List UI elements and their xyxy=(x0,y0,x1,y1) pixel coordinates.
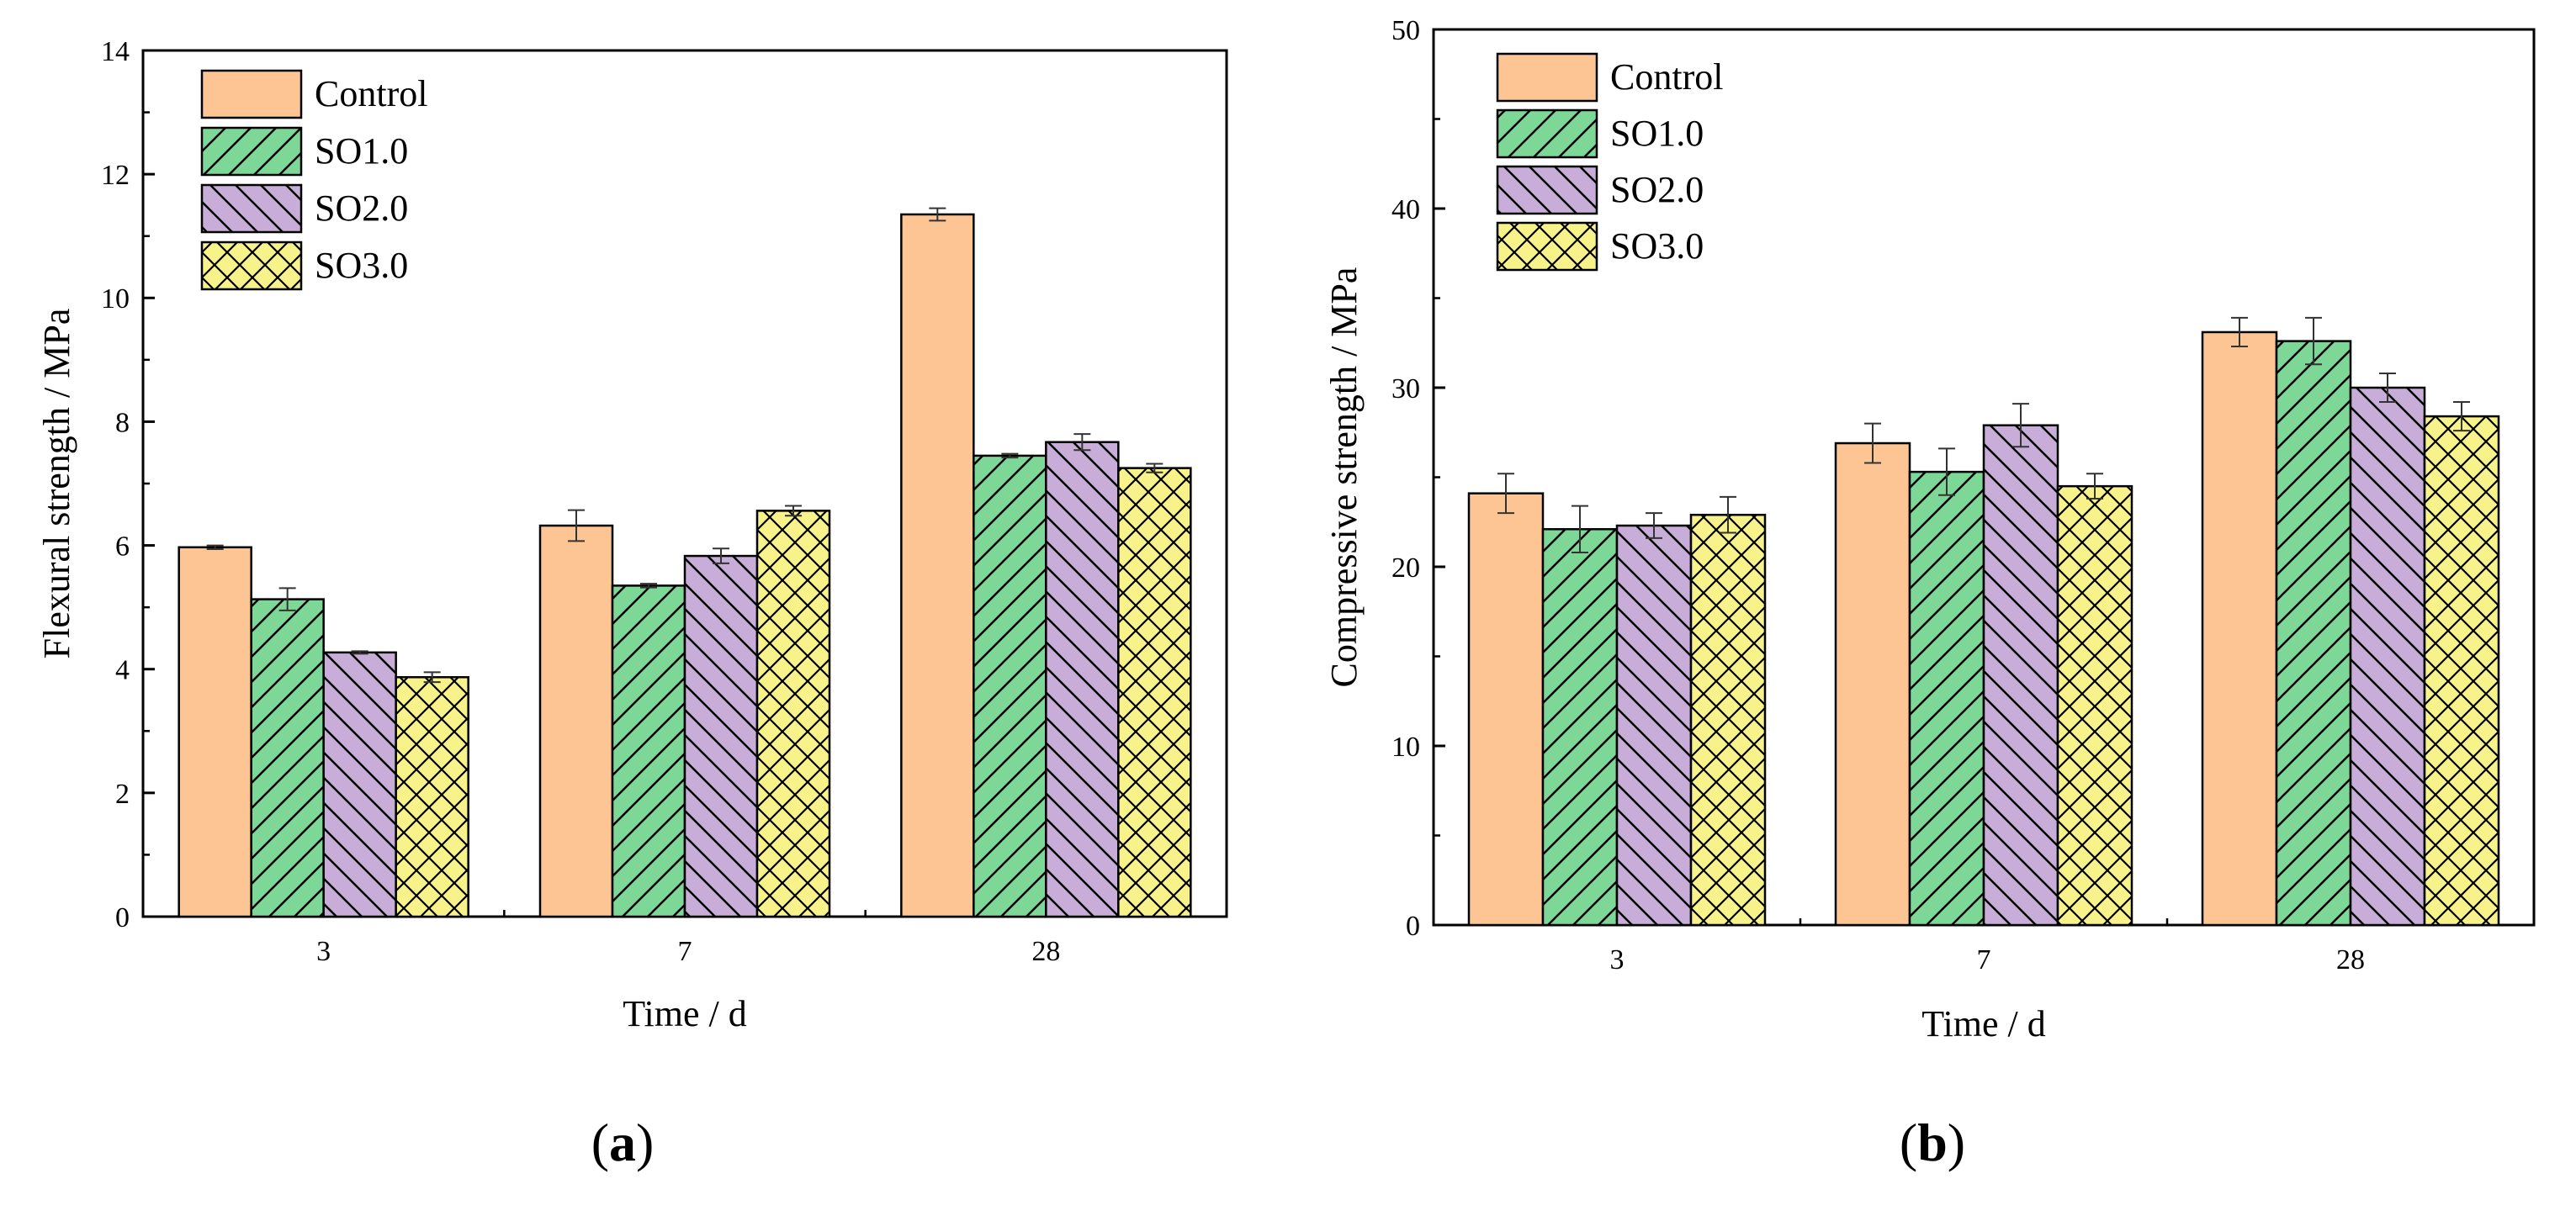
bar-hatch xyxy=(2425,416,2499,926)
bar-hatch xyxy=(1118,468,1191,917)
y-tick-label: 40 xyxy=(1391,194,1420,225)
bar-control xyxy=(2201,330,2278,927)
x-axis-title: Time / d xyxy=(623,993,747,1034)
x-tick-label: 3 xyxy=(1610,944,1625,975)
y-tick-label: 10 xyxy=(101,283,130,315)
legend-swatch-hatch xyxy=(202,242,301,289)
bar-hatch xyxy=(323,652,396,917)
legend-label: SO2.0 xyxy=(1610,169,1704,210)
y-tick-label: 8 xyxy=(115,407,130,438)
y-tick-label: 10 xyxy=(1391,732,1420,763)
legend-swatch xyxy=(200,69,303,119)
legend-swatch-hatch xyxy=(1497,110,1597,157)
legend-label: SO2.0 xyxy=(315,188,408,229)
y-tick-label: 12 xyxy=(101,160,130,191)
bar-hatch xyxy=(973,455,1047,917)
bar-control xyxy=(178,546,252,918)
x-tick-label: 28 xyxy=(2336,944,2365,975)
legend-swatch xyxy=(1496,52,1598,103)
bar-hatch xyxy=(1617,526,1691,925)
bar-hatch xyxy=(2351,388,2425,925)
bar-hatch xyxy=(2058,486,2132,925)
bar-hatch xyxy=(1691,515,1765,925)
y-tick-label: 6 xyxy=(115,531,130,562)
bar-hatch xyxy=(1984,425,2058,926)
x-tick-label: 28 xyxy=(1031,936,1060,967)
panel-label: (b) xyxy=(1900,1113,1965,1172)
y-tick-label: 30 xyxy=(1391,373,1420,404)
bar-hatch xyxy=(1543,529,1617,925)
legend-swatch-hatch xyxy=(202,185,301,232)
x-tick-label: 7 xyxy=(1977,944,1991,975)
bar-hatch xyxy=(251,599,324,917)
bar-hatch xyxy=(395,677,469,917)
y-tick-label: 20 xyxy=(1391,552,1420,584)
legend-swatch-hatch xyxy=(1497,223,1597,270)
panel-b-compressive-strength-chart: 0 10 20 30 40 50 3 7 28 Control SO1.0 SO2.0 SO3.0 Tim… xyxy=(1323,15,2536,1172)
legend-label: SO1.0 xyxy=(315,130,408,172)
y-tick-label: 14 xyxy=(101,36,130,67)
y-axis-title: Compressive strength / MPa xyxy=(1323,267,1365,688)
y-tick-label: 2 xyxy=(115,779,130,810)
legend-label: Control xyxy=(1610,56,1723,98)
legend-label: Control xyxy=(315,73,427,114)
legend-label: SO1.0 xyxy=(1610,113,1704,154)
panel-a-flexural-strength-chart: 0 2 4 6 8 10 12 14 3 7 28 Control SO1.0 SO2.0 SO3.0 Tim… xyxy=(36,36,1228,1172)
bar-hatch xyxy=(1046,441,1119,917)
panel-label: (a) xyxy=(591,1113,655,1172)
legend-swatch-hatch xyxy=(202,128,301,175)
bar-control xyxy=(538,524,614,918)
bar-hatch xyxy=(685,556,757,917)
y-tick-label: 50 xyxy=(1391,15,1420,46)
bar-control xyxy=(1834,441,1911,927)
legend-swatch-hatch xyxy=(1497,167,1597,214)
bar-hatch xyxy=(2277,341,2351,925)
y-axis-title: Flexural strength / MPa xyxy=(36,309,77,659)
bar-hatch xyxy=(612,585,685,917)
legend-label: SO3.0 xyxy=(1610,225,1704,267)
bar-control xyxy=(900,213,975,918)
bar-hatch xyxy=(757,510,830,917)
y-tick-label: 4 xyxy=(115,655,130,686)
x-tick-label: 3 xyxy=(316,936,331,967)
legend-label: SO3.0 xyxy=(315,245,408,286)
x-tick-label: 7 xyxy=(678,936,692,967)
bar-hatch xyxy=(1910,472,1984,925)
y-tick-label: 0 xyxy=(1406,911,1420,942)
bar-control xyxy=(1467,492,1545,927)
x-axis-title: Time / d xyxy=(1921,1003,2046,1044)
y-tick-label: 0 xyxy=(115,902,130,933)
